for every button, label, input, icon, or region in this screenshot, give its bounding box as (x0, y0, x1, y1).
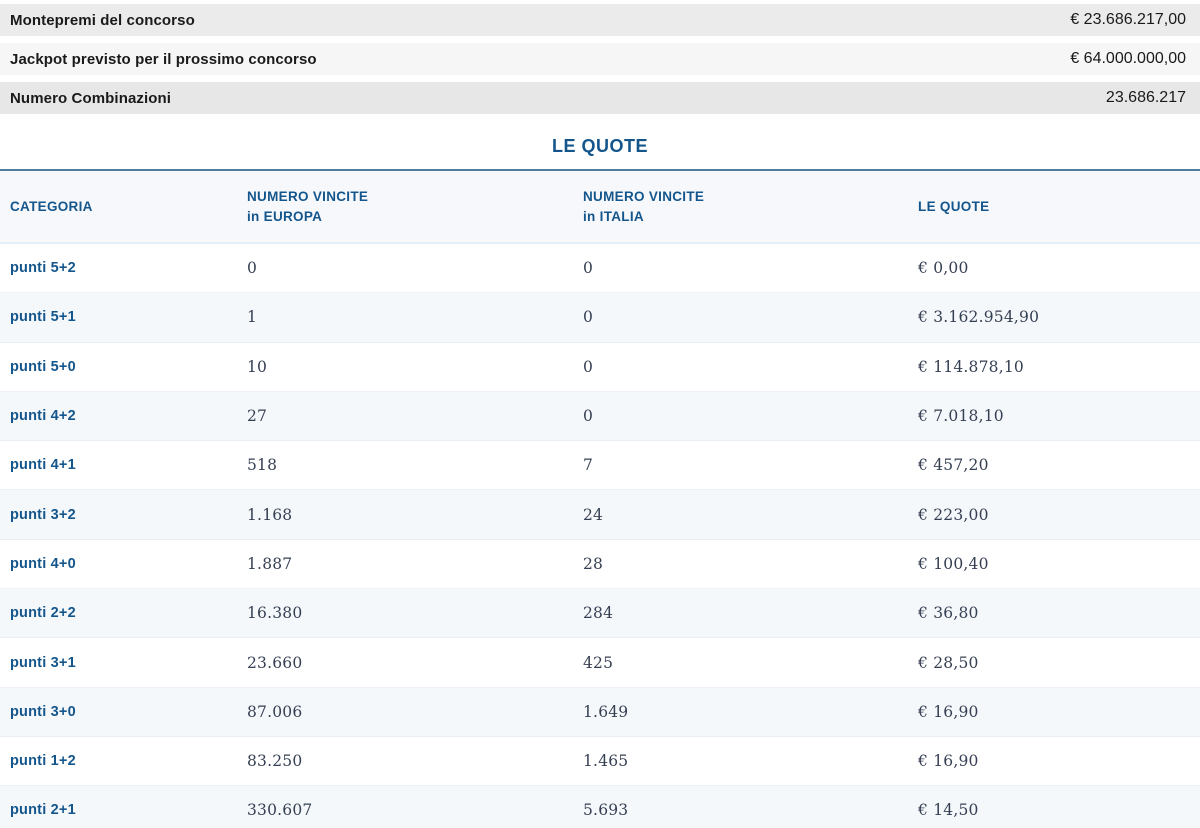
cell-vincite-italia: 0 (583, 357, 594, 376)
cell-vincite-europa: 27 (247, 407, 268, 426)
table-row: punti 3+0 87.006 1.649 € 16,90 (0, 687, 1200, 737)
summary-row: Numero Combinazioni 23.686.217 (0, 82, 1200, 114)
cell-vincite-italia: 7 (583, 456, 594, 475)
cell-categoria: punti 3+1 (10, 654, 76, 671)
cell-vincite-europa: 0 (247, 259, 258, 278)
cell-vincite-italia: 0 (583, 407, 594, 426)
summary-value: € 23.686.217,00 (1070, 11, 1186, 28)
summary-value: 23.686.217 (1105, 89, 1186, 106)
cell-categoria: punti 5+0 (10, 358, 76, 375)
column-header: NUMERO VINCITE in ITALIA (583, 188, 705, 224)
cell-categoria: punti 2+2 (10, 605, 76, 622)
cell-categoria: punti 4+1 (10, 457, 76, 474)
cell-quota: € 114.878,10 (918, 357, 1024, 376)
cell-vincite-europa: 1.168 (247, 505, 293, 524)
summary-value: € 64.000.000,00 (1070, 50, 1186, 67)
column-header: CATEGORIA (10, 198, 93, 214)
summary-section: Montepremi del concorso € 23.686.217,00 Ja… (0, 4, 1200, 114)
cell-vincite-italia: 0 (583, 259, 594, 278)
cell-categoria: punti 3+2 (10, 506, 76, 523)
section-title: LE QUOTE (551, 136, 648, 156)
table-row: punti 5+0 10 0 € 114.878,10 (0, 342, 1200, 392)
table-row: punti 4+1 518 7 € 457,20 (0, 441, 1200, 491)
table-row: punti 5+2 0 0 € 0,00 (0, 244, 1200, 294)
column-header: LE QUOTE (918, 198, 990, 214)
cell-categoria: punti 3+0 (10, 703, 76, 720)
title-divider (0, 169, 1200, 171)
cell-vincite-europa: 83.250 (247, 752, 303, 771)
cell-quota: € 7.018,10 (918, 407, 1004, 426)
cell-vincite-italia: 5.693 (583, 801, 629, 820)
column-header: NUMERO VINCITE in EUROPA (247, 188, 369, 224)
quote-table: CATEGORIA NUMERO VINCITE in EUROPA NUMERO V… (0, 171, 1200, 828)
cell-quota: € 457,20 (918, 456, 989, 475)
summary-label: Numero Combinazioni (10, 89, 172, 107)
cell-quota: € 36,80 (918, 604, 979, 623)
cell-vincite-europa: 1.887 (247, 554, 293, 573)
cell-quota: € 100,40 (918, 554, 989, 573)
table-row: punti 2+1 330.607 5.693 € 14,50 (0, 786, 1200, 828)
cell-quota: € 3.162.954,90 (918, 308, 1040, 327)
table-row: punti 3+1 23.660 425 € 28,50 (0, 638, 1200, 688)
cell-vincite-europa: 518 (247, 456, 278, 475)
cell-vincite-italia: 1.649 (583, 702, 629, 721)
table-header-row: CATEGORIA NUMERO VINCITE in EUROPA NUMERO V… (0, 171, 1200, 244)
cell-quota: € 14,50 (918, 801, 979, 820)
cell-quota: € 0,00 (918, 259, 969, 278)
cell-vincite-italia: 28 (583, 554, 604, 573)
table-body: punti 5+2 0 0 € 0,00 punti 5+1 1 0 € 3.162.954,… (0, 244, 1200, 828)
cell-quota: € 28,50 (918, 653, 979, 672)
cell-vincite-italia: 24 (583, 505, 604, 524)
cell-categoria: punti 4+0 (10, 555, 76, 572)
summary-row: Jackpot previsto per il prossimo concors… (0, 43, 1200, 75)
cell-vincite-europa: 330.607 (247, 801, 313, 820)
cell-vincite-europa: 10 (247, 357, 268, 376)
summary-label: Montepremi del concorso (10, 11, 195, 29)
table-row: punti 5+1 1 0 € 3.162.954,90 (0, 293, 1200, 343)
cell-vincite-italia: 425 (583, 653, 614, 672)
table-row: punti 2+2 16.380 284 € 36,80 (0, 589, 1200, 639)
cell-vincite-italia: 284 (583, 604, 614, 623)
cell-quota: € 223,00 (918, 505, 989, 524)
cell-quota: € 16,90 (918, 752, 979, 771)
table-row: punti 3+2 1.168 24 € 223,00 (0, 490, 1200, 540)
summary-label: Jackpot previsto per il prossimo concors… (10, 50, 317, 68)
cell-categoria: punti 4+2 (10, 408, 76, 425)
cell-categoria: punti 5+1 (10, 309, 76, 326)
cell-quota: € 16,90 (918, 702, 979, 721)
table-row: punti 4+0 1.887 28 € 100,40 (0, 539, 1200, 590)
cell-categoria: punti 5+2 (10, 260, 76, 277)
cell-categoria: punti 1+2 (10, 753, 76, 770)
table-row: punti 1+2 83.250 1.465 € 16,90 (0, 736, 1200, 787)
cell-categoria: punti 2+1 (10, 802, 76, 819)
cell-vincite-italia: 0 (583, 308, 594, 327)
cell-vincite-italia: 1.465 (583, 752, 629, 771)
cell-vincite-europa: 16.380 (247, 604, 303, 623)
cell-vincite-europa: 1 (247, 308, 258, 327)
table-row: punti 4+2 27 0 € 7.018,10 (0, 391, 1200, 442)
summary-row: Montepremi del concorso € 23.686.217,00 (0, 4, 1200, 36)
cell-vincite-europa: 23.660 (247, 653, 303, 672)
cell-vincite-europa: 87.006 (247, 702, 303, 721)
